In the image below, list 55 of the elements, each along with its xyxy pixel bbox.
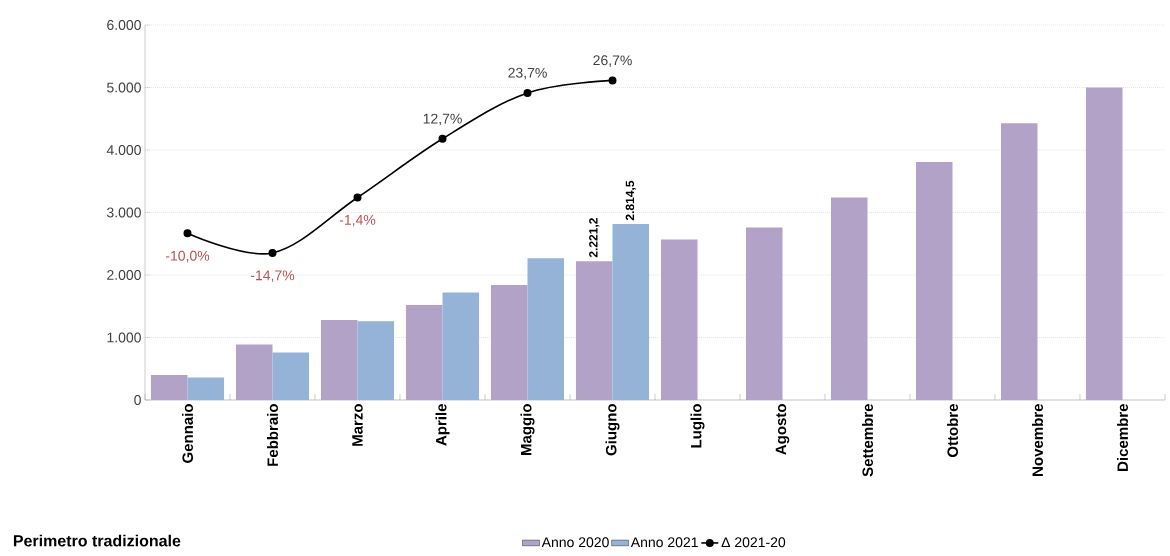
bar [272,352,310,400]
bar [575,261,613,400]
bar [405,305,443,400]
bar [1085,87,1123,400]
x-tick-label: Ottobre [946,404,958,458]
y-tick-label: 2.000 [107,270,141,280]
bar [150,375,188,400]
x-tick-label: Aprile [435,404,450,446]
legend-label: Anno 2020 [541,537,609,548]
bar [527,258,565,400]
bar [442,292,480,400]
x-tick-label: Marzo [352,404,363,446]
text: Perimetro tradizionale [13,534,181,547]
point [608,76,617,85]
point [438,134,447,143]
bar [612,224,650,400]
point [523,88,532,97]
bar [490,285,528,400]
x-tick-label: Settembre [861,404,873,477]
bar [660,239,698,400]
bar [915,161,953,400]
legend-label: Δ 2021-20 [721,537,786,548]
bar [320,320,358,400]
data-label: 23,7% [508,67,547,80]
x-tick-label: Novembre [1031,404,1044,476]
point [268,248,277,257]
legend-label: Anno 2021 [630,537,698,548]
y-tick-label: 5.000 [107,82,141,93]
x-tick-label: Giugno [605,404,620,456]
point [183,229,192,238]
data-label: 2.814,5 [625,180,636,221]
x-tick-label: Dicembre [1116,404,1129,471]
data-label: -1,4% [339,215,376,227]
y-tick-label: 0 [134,395,141,405]
bar [830,197,868,400]
point [353,193,362,202]
data-label: -10,0% [165,250,210,263]
data-label: 2.221,2 [589,218,600,258]
y-tick-label: 1.000 [107,332,141,343]
x-tick-label: Febbraio [266,404,278,466]
y-tick-label: 4.000 [106,145,141,155]
bar [187,377,225,400]
y-tick-label: 3.000 [106,207,141,218]
bar [1000,123,1038,400]
x-tick-label: Gennaio [181,404,193,463]
x-tick-label: Luglio [690,404,705,448]
bar [235,344,273,400]
x-tick-label: Agosto [775,404,790,455]
bar [357,321,395,400]
bar [745,227,783,400]
y-tick-label: 6.000 [107,20,141,30]
data-label: -14,7% [250,270,295,282]
data-label: 12,7% [423,113,462,126]
x-tick-label: Maggio [520,404,535,456]
data-label: 26,7% [593,55,632,67]
